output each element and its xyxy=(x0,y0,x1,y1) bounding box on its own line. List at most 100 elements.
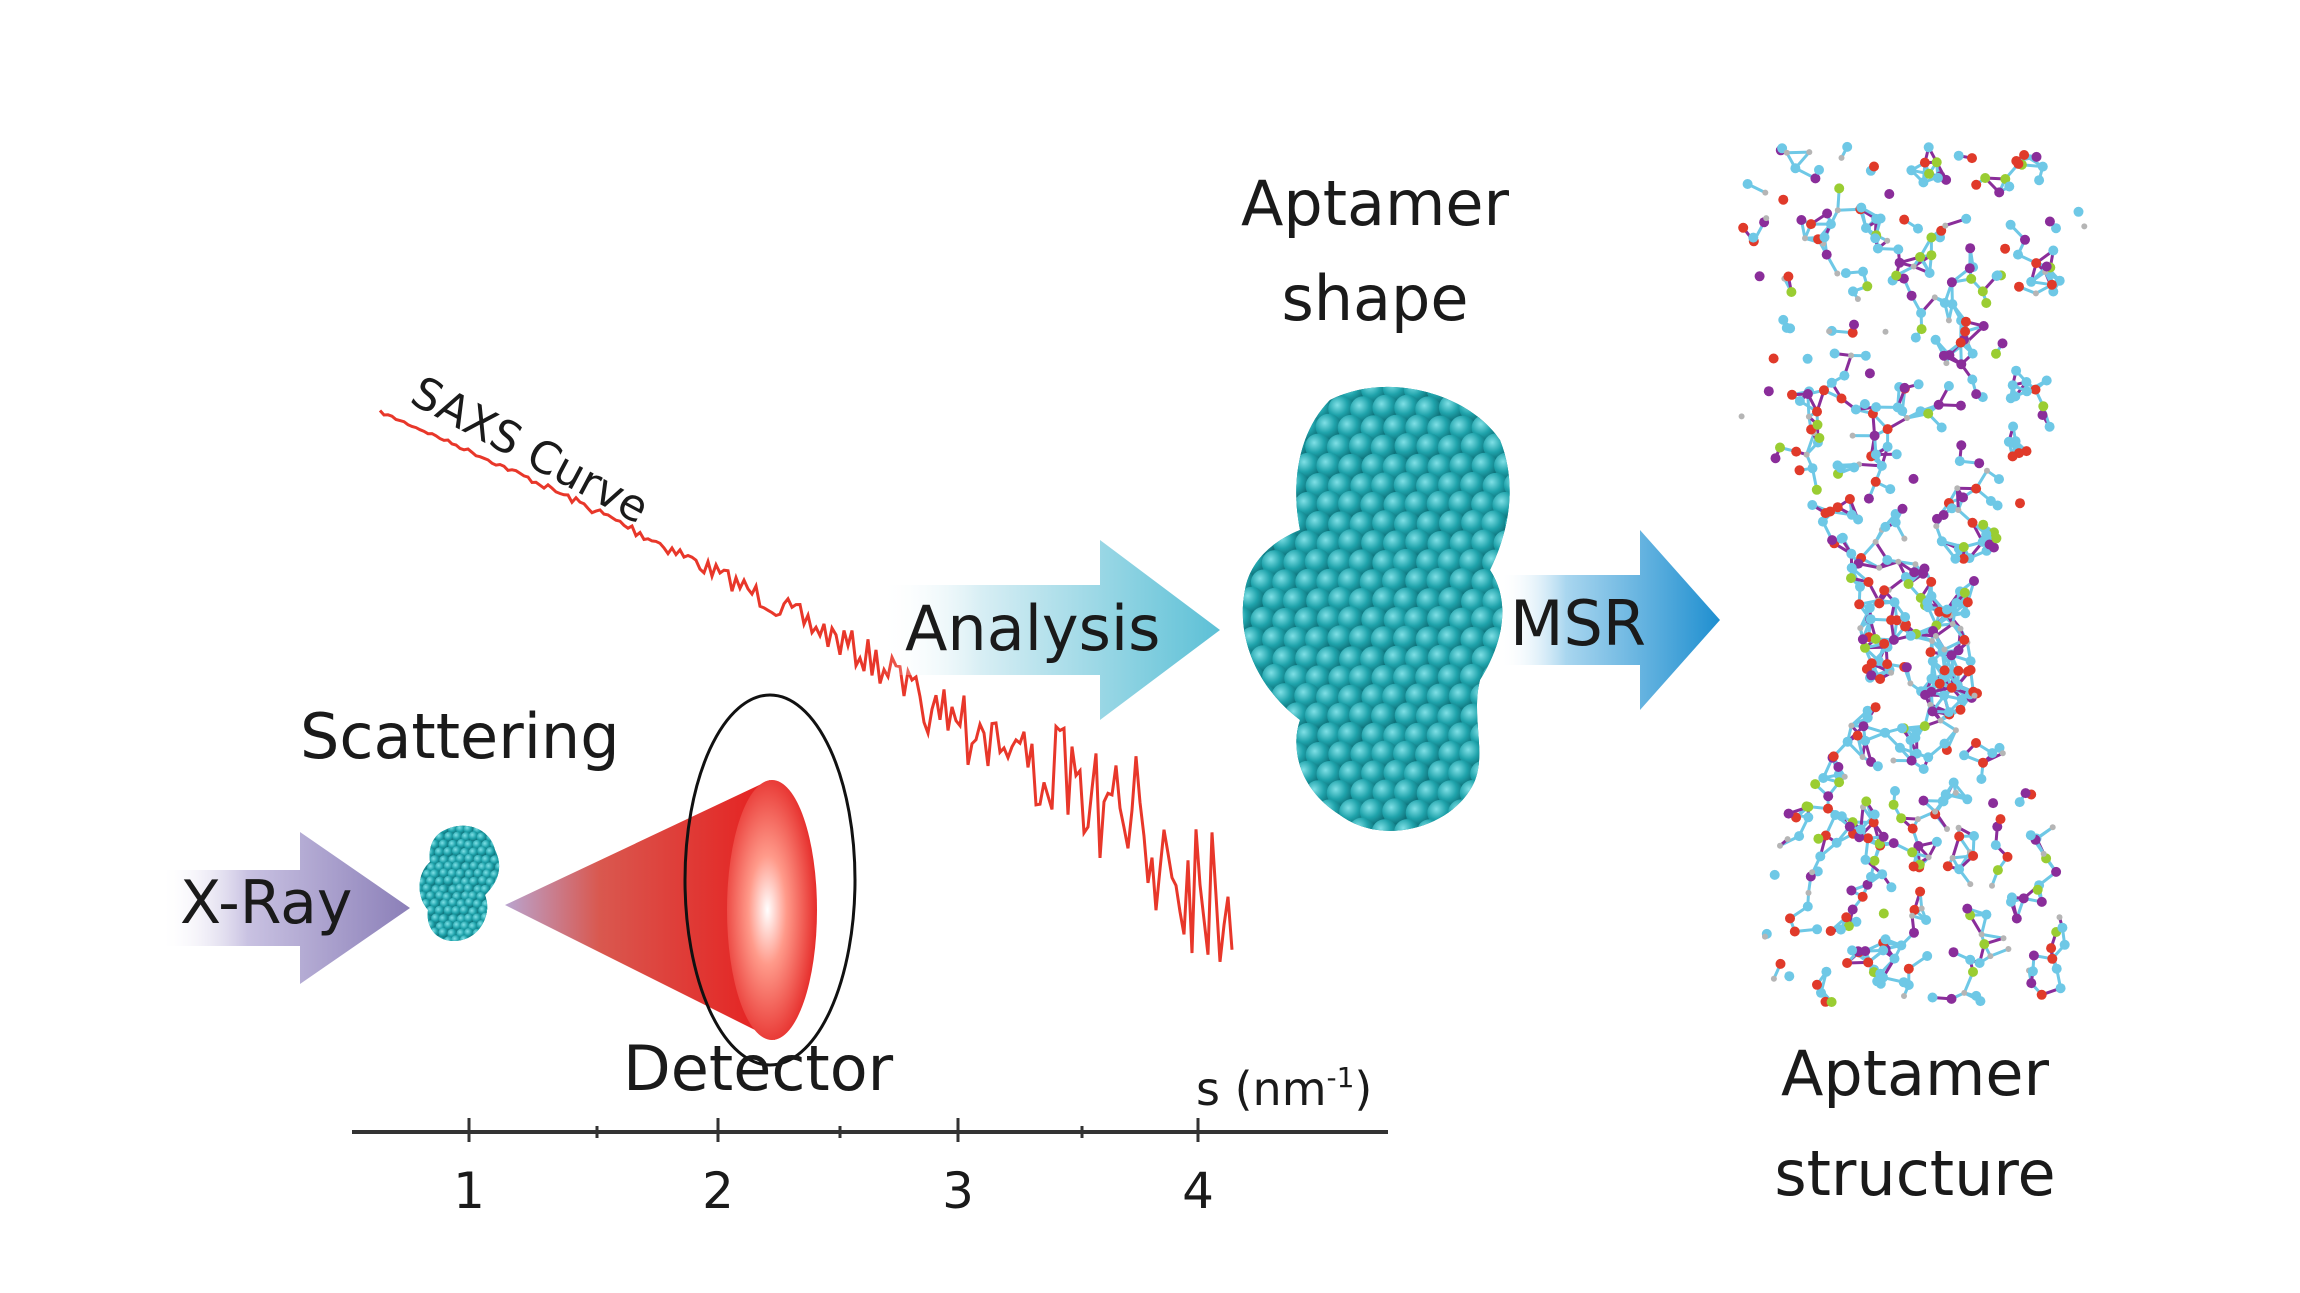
atom xyxy=(1769,869,1780,880)
atom xyxy=(1945,317,1952,324)
bead xyxy=(1242,606,1254,633)
atom xyxy=(1941,174,1952,185)
bond xyxy=(1805,432,1816,456)
atom xyxy=(1835,463,1846,474)
atom xyxy=(1802,389,1813,399)
atom xyxy=(1918,764,1929,774)
atom xyxy=(1946,993,1957,1004)
bead xyxy=(405,884,415,894)
atom xyxy=(1901,662,1912,673)
bead xyxy=(497,825,500,836)
saxs-curve-label: SAXS Curve xyxy=(403,367,657,534)
atom xyxy=(1784,836,1791,843)
atom xyxy=(1927,656,1938,667)
bead xyxy=(1242,625,1244,652)
atom xyxy=(1939,690,1950,701)
bead xyxy=(1338,453,1365,480)
atom xyxy=(1836,533,1847,544)
bead xyxy=(1482,818,1509,831)
atom xyxy=(1778,194,1789,205)
atom xyxy=(1890,757,1897,764)
atom xyxy=(1937,796,1948,807)
bead xyxy=(1383,838,1409,864)
atom xyxy=(2037,410,2048,420)
bead xyxy=(409,878,419,888)
atom xyxy=(1790,163,1801,174)
bead xyxy=(1294,722,1321,749)
atom xyxy=(1828,751,1839,762)
atom xyxy=(1870,702,1881,713)
atom xyxy=(1955,824,1962,831)
bead xyxy=(1240,357,1266,383)
bead xyxy=(1448,386,1475,402)
atom xyxy=(1791,446,1802,457)
bead xyxy=(1393,625,1419,652)
atom xyxy=(1815,851,1826,862)
atom xyxy=(1787,389,1797,400)
atom xyxy=(1971,990,1982,1001)
atom xyxy=(1880,521,1891,532)
bead xyxy=(1483,703,1510,730)
bead xyxy=(404,811,414,821)
atom xyxy=(1909,927,1919,938)
bead xyxy=(1262,587,1289,614)
atom xyxy=(1931,836,1942,847)
atom xyxy=(1859,399,1870,409)
bead xyxy=(1305,433,1332,460)
bead xyxy=(431,809,441,819)
bead xyxy=(1493,838,1519,864)
atom xyxy=(2034,175,2045,186)
atom xyxy=(1803,801,1814,812)
atom xyxy=(1768,353,1779,364)
bead xyxy=(1260,471,1287,498)
bead xyxy=(1437,625,1464,652)
bead xyxy=(1494,452,1510,479)
atom xyxy=(2000,243,2011,254)
atom xyxy=(1895,558,1902,565)
atom xyxy=(2051,866,2062,877)
bead xyxy=(1361,837,1387,863)
bead xyxy=(1471,529,1498,556)
aptamer-shape-label-line2: shape xyxy=(1281,262,1468,335)
atom xyxy=(1863,577,1874,587)
bead xyxy=(463,883,474,894)
atom xyxy=(1967,517,1978,528)
atom xyxy=(1812,419,1823,430)
atom xyxy=(1926,250,1937,261)
bead xyxy=(1483,396,1510,423)
bead xyxy=(1261,550,1288,577)
bead xyxy=(447,811,457,821)
atom xyxy=(1865,614,1876,625)
bead xyxy=(482,810,492,820)
atom xyxy=(1806,149,1813,156)
bead xyxy=(1294,682,1321,709)
atom xyxy=(1839,370,1850,381)
bead xyxy=(1470,760,1497,787)
atom xyxy=(1846,885,1857,896)
bead xyxy=(419,825,424,836)
atom xyxy=(1862,705,1873,716)
atom xyxy=(1915,406,1926,417)
bead xyxy=(1505,395,1510,421)
bead xyxy=(1515,415,1541,441)
bead xyxy=(1315,413,1342,440)
bead xyxy=(1261,394,1288,421)
bead xyxy=(503,846,513,856)
atom xyxy=(1869,161,1879,172)
bead xyxy=(1415,741,1441,768)
bead xyxy=(1405,567,1432,594)
atom xyxy=(1964,263,1975,274)
atom xyxy=(2014,281,2024,292)
atom xyxy=(1939,738,1950,749)
atom xyxy=(1991,348,2001,359)
atom xyxy=(1979,939,1990,950)
bead xyxy=(499,942,509,952)
atom xyxy=(2006,892,2017,903)
bead xyxy=(1426,722,1453,749)
atom xyxy=(1863,493,1874,504)
bead xyxy=(1271,414,1298,441)
bead xyxy=(498,927,500,938)
atom xyxy=(1754,271,1765,282)
atom xyxy=(1899,214,1910,225)
atom xyxy=(1958,492,1968,503)
